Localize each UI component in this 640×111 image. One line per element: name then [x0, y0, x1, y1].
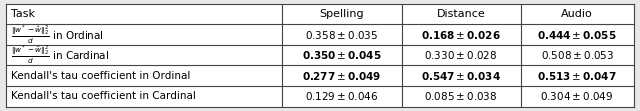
Text: $0.129 \pm 0.046$: $0.129 \pm 0.046$: [305, 90, 379, 102]
Text: $0.304 \pm 0.049$: $0.304 \pm 0.049$: [540, 90, 614, 102]
Text: $0.330 \pm 0.028$: $0.330 \pm 0.028$: [424, 49, 498, 61]
Text: $0.508 \pm 0.053$: $0.508 \pm 0.053$: [541, 49, 614, 61]
Text: $\mathbf{0.547} \pm \mathbf{0.034}$: $\mathbf{0.547} \pm \mathbf{0.034}$: [421, 70, 501, 82]
Text: $\frac{\|w^*-\hat{w}\|_2^2}{d}$ in Cardinal: $\frac{\|w^*-\hat{w}\|_2^2}{d}$ in Cardi…: [11, 44, 109, 66]
Text: $0.085 \pm 0.038$: $0.085 \pm 0.038$: [424, 90, 498, 102]
Text: Task: Task: [11, 9, 35, 19]
Text: $\mathbf{0.513} \pm \mathbf{0.047}$: $\mathbf{0.513} \pm \mathbf{0.047}$: [538, 70, 617, 82]
Text: $0.358 \pm 0.035$: $0.358 \pm 0.035$: [305, 29, 379, 41]
Text: Distance: Distance: [436, 9, 486, 19]
Text: $\mathbf{0.444} \pm \mathbf{0.055}$: $\mathbf{0.444} \pm \mathbf{0.055}$: [538, 29, 617, 41]
Text: Kendall's tau coefficient in Ordinal: Kendall's tau coefficient in Ordinal: [11, 71, 190, 81]
Text: Spelling: Spelling: [319, 9, 364, 19]
Text: $\frac{\|w^*-\hat{w}\|_2^2}{d}$ in Ordinal: $\frac{\|w^*-\hat{w}\|_2^2}{d}$ in Ordin…: [11, 24, 104, 46]
Text: $\mathbf{0.350} \pm \mathbf{0.045}$: $\mathbf{0.350} \pm \mathbf{0.045}$: [302, 49, 382, 61]
Text: Kendall's tau coefficient in Cardinal: Kendall's tau coefficient in Cardinal: [11, 91, 196, 101]
Text: $\mathbf{0.168} \pm \mathbf{0.026}$: $\mathbf{0.168} \pm \mathbf{0.026}$: [421, 29, 501, 41]
Text: Audio: Audio: [561, 9, 593, 19]
Text: $\mathbf{0.277} \pm \mathbf{0.049}$: $\mathbf{0.277} \pm \mathbf{0.049}$: [302, 70, 381, 82]
